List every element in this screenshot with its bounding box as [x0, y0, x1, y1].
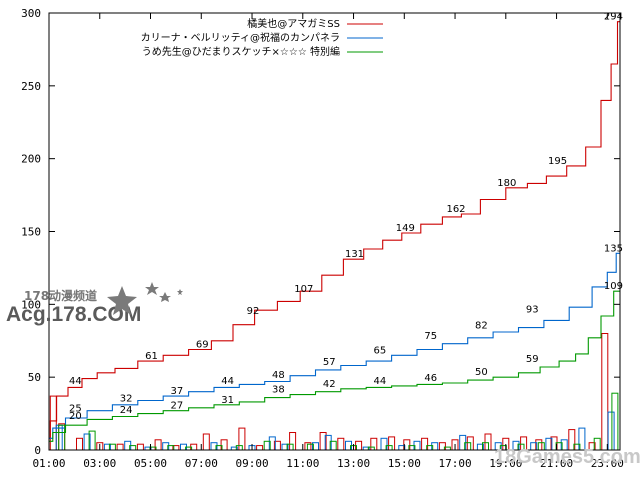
- axis-layer: 0 50 100 150 200 250 300 01:00 03:00 05:00 07:00 09…: [21, 7, 624, 470]
- site-watermark: 178动漫频道 Acg.178.COM: [6, 282, 183, 326]
- bar-series-1-17: [337, 437, 345, 451]
- bar-series-1-12: [256, 445, 264, 451]
- series-line-2: [49, 252, 620, 439]
- data-label-series-1-1: 61: [145, 351, 158, 362]
- data-label-series-1-9: 195: [548, 156, 567, 167]
- data-label-series-2-4: 48: [272, 370, 285, 381]
- data-label-series-1-7: 162: [446, 204, 465, 215]
- x-tick-label-7: 15:00: [388, 457, 421, 470]
- y-tick-label-2: 100: [21, 298, 41, 311]
- y-tick-label-0: 0: [34, 444, 41, 457]
- data-label-series-3-5: 42: [323, 379, 336, 390]
- data-label-series-2-8: 82: [475, 321, 488, 332]
- data-label-series-3-4: 38: [272, 385, 285, 396]
- data-label-series-1-3: 92: [247, 306, 260, 317]
- data-label-series-3-0: 20: [69, 411, 82, 422]
- x-tick-label-2: 05:00: [134, 457, 167, 470]
- x-tick-label-3: 07:00: [185, 457, 218, 470]
- x-tick-label-0: 01:00: [32, 457, 65, 470]
- legend-label-series-2: カリーナ・ベルリッティ@祝福のカンパネラ: [141, 31, 340, 44]
- bar-series-1-9: [202, 433, 210, 451]
- y-tick-label-6: 300: [21, 7, 41, 20]
- bar-series-1-0: [49, 395, 57, 451]
- x-tick-label-5: 11:00: [286, 457, 319, 470]
- data-label-series-2-2: 37: [171, 386, 184, 397]
- data-label-series-3-2: 27: [171, 401, 184, 412]
- bar-series-1-2: [76, 437, 83, 451]
- data-label-series-2-0: 25: [69, 404, 82, 415]
- data-label-series-1-4: 107: [294, 284, 313, 295]
- data-label-series-2-6: 65: [374, 345, 387, 356]
- data-label-series-1-8: 180: [497, 178, 516, 189]
- x-tick-label-11: 23:00: [591, 457, 624, 470]
- x-tick-label-9: 19:00: [489, 457, 522, 470]
- star-logo-icon: [107, 282, 183, 315]
- data-label-series-2-1: 32: [120, 393, 133, 404]
- series-line-3: [49, 290, 620, 442]
- x-tick-label-1: 03:00: [83, 457, 116, 470]
- data-label-series-2-3: 44: [221, 376, 234, 387]
- data-label-series-1-10: 294: [604, 12, 623, 23]
- watermark-line1: 178动漫频道: [24, 288, 97, 303]
- x-tick-label-4: 09:00: [235, 457, 268, 470]
- y-tick-label-3: 150: [21, 226, 41, 239]
- data-label-series-2-7: 75: [424, 331, 437, 342]
- series-line-1: [49, 21, 620, 439]
- y-tick-label-1: 50: [28, 371, 41, 384]
- y-tick-label-5: 250: [21, 80, 41, 93]
- data-label-series-1-0: 44: [69, 376, 82, 387]
- bar-series-1-33: [601, 333, 609, 451]
- data-label-series-1-2: 69: [196, 340, 209, 351]
- data-label-series-3-9: 59: [526, 354, 539, 365]
- data-label-series-2-9: 93: [526, 305, 539, 316]
- corner-watermark: 18Games5.com: [494, 446, 640, 468]
- legend-label-series-1: 橘美也@アマガミSS: [247, 17, 340, 30]
- data-label-series-1-6: 149: [396, 223, 415, 234]
- data-label-layer: 44 61 69 92 107 131 149 162 180 195 294 25 32 37 44 48 5…: [69, 12, 623, 422]
- data-label-series-2-10: 135: [604, 243, 623, 254]
- x-tick-label-10: 21:00: [540, 457, 573, 470]
- y-tick-label-4: 200: [21, 153, 41, 166]
- bar-series-3-0: [58, 424, 66, 451]
- bar-series-1-4: [116, 443, 124, 451]
- x-tick-label-8: 17:00: [438, 457, 471, 470]
- data-label-series-3-3: 31: [221, 395, 234, 406]
- bar-series-3-27: [611, 392, 619, 451]
- data-label-series-3-10: 109: [604, 281, 623, 292]
- data-label-series-2-5: 57: [323, 357, 336, 368]
- legend-label-series-3: うめ先生@ひだまりスケッチ×☆☆☆ 特別編: [142, 45, 340, 58]
- data-label-series-3-8: 50: [475, 367, 488, 378]
- bar-series-1-5: [136, 443, 144, 451]
- data-label-series-3-7: 46: [424, 373, 437, 384]
- data-label-series-3-1: 24: [120, 405, 133, 416]
- data-label-series-1-5: 131: [345, 249, 364, 260]
- watermark-line2: Acg.178.COM: [6, 303, 141, 326]
- bar-series-2-28: [607, 411, 615, 451]
- series-line-layer: [49, 21, 620, 442]
- legend: 橘美也@アマガミSS カリーナ・ベルリッティ@祝福のカンパネラ うめ先生@ひだま…: [141, 17, 383, 58]
- data-label-series-3-6: 44: [374, 376, 387, 387]
- x-tick-label-6: 13:00: [337, 457, 370, 470]
